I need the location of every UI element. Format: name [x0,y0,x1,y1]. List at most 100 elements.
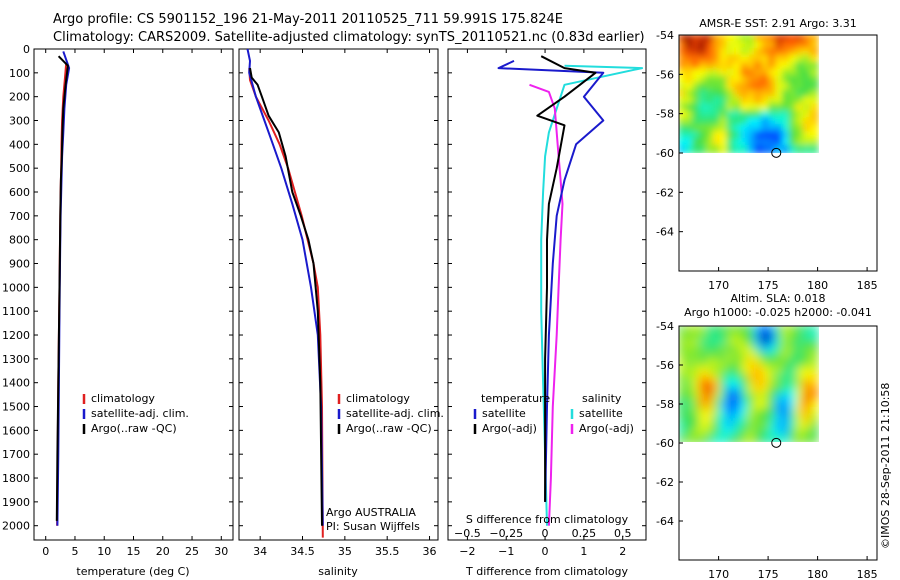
map-cell [679,40,687,50]
map-cell [679,145,687,153]
map-cell [740,326,750,334]
map-cell [802,110,812,120]
map-cell [775,124,784,134]
map-cell [782,326,791,334]
map-cell [802,40,812,50]
map-cell [782,103,791,113]
map-cell [712,435,722,442]
map-cell [705,380,715,389]
map-cell [754,421,764,431]
map-cell [740,82,750,92]
map-cell [768,421,777,431]
legend-label: satellite [482,407,526,420]
map-cell [698,345,708,355]
map-cell [705,47,715,57]
map-cell [775,421,784,431]
xtick2-label: −0.5 [454,527,481,540]
map-cell [705,145,715,153]
map-cell [754,407,764,417]
map-cell [719,82,729,92]
map-cell [809,47,819,57]
map-cell [705,326,715,334]
map-cell [740,400,750,410]
series-line [536,55,597,502]
map-cell [679,414,687,424]
xtick-label: −2 [459,545,475,558]
map-cell [733,145,743,153]
map-cell [691,47,701,57]
map-cell [684,331,694,341]
map-cell [795,428,805,438]
map-cell [719,35,729,43]
map-cell [795,75,805,85]
map-cell [761,373,771,383]
map-cell [788,47,798,57]
map-cell [775,326,784,334]
map-cell [754,40,764,50]
map-ytick-label: -56 [656,68,674,81]
map-cell [679,421,687,431]
map-cell [698,373,708,383]
map-cell [754,138,764,147]
map-cell [802,435,812,442]
map-cell [788,110,798,120]
map-cell [775,380,784,389]
map-cell [691,131,701,141]
map-cell [788,54,798,64]
map-cell [775,400,784,410]
map-cell [726,68,736,78]
map-cell [691,366,701,376]
map-cell [768,380,777,389]
map-cell [747,40,757,50]
map-cell [775,68,784,78]
map-cell [809,82,819,92]
map-cell [740,61,750,71]
map-cell [698,117,708,127]
map-cell [802,68,812,78]
sla-map-title: Altim. SLA: 0.018 [730,292,825,305]
map-cell [705,54,715,64]
map-cell [795,124,805,134]
map-cell [754,400,764,410]
map-cell [733,82,743,92]
map-cell [768,400,777,410]
map-cell [782,47,791,57]
map-cell [726,131,736,141]
map-cell [788,338,798,348]
map-cell [698,75,708,85]
map-xtick-label: 170 [708,568,729,580]
map-cell [679,96,687,106]
map-cell [726,40,736,50]
map-cell [684,124,694,134]
map-cell [775,40,784,50]
ytick-label: 1000 [2,281,30,294]
map-cell [761,380,771,389]
salinity-axes-frame [238,48,439,541]
map-cell [768,338,777,348]
map-cell [761,82,771,92]
map-cell [809,421,819,431]
ytick-label: 0 [23,43,30,56]
map-cell [747,380,757,389]
map-cell [691,89,701,99]
map-cell [684,359,694,369]
map-cell [740,380,750,389]
legend-label: satellite-adj. clim. [346,407,444,420]
map-cell [775,345,784,355]
map-cell [747,75,757,85]
map-cell [733,393,743,403]
ytick-label: 1600 [2,424,30,437]
map-cell [754,35,764,43]
map-cell [802,131,812,141]
map-cell [719,421,729,431]
legend-label: Argo(..raw -QC) [346,422,432,435]
map-cell [788,345,798,355]
map-cell [726,400,736,410]
map-cell [795,435,805,442]
xtick-label: 2 [619,545,626,558]
map-cell [691,435,701,442]
map-cell [726,54,736,64]
map-cell [768,40,777,50]
map-cell [761,35,771,43]
map-cell [795,47,805,57]
